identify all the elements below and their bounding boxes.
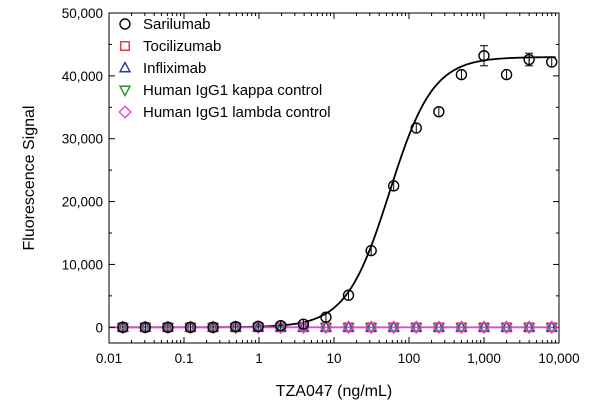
x-tick-label: 10	[326, 351, 341, 366]
infliximab-point	[387, 320, 400, 332]
human-igg1-kappa-control-point	[342, 322, 355, 335]
human-igg1-lambda-control-point	[432, 320, 446, 335]
human-igg1-lambda-control-point	[341, 320, 356, 335]
x-tick-label: 1,000	[467, 351, 501, 366]
human-igg1-kappa-control-point	[522, 322, 536, 335]
legend-label-human-igg1-lambda-control: Human IgG1 lambda control	[143, 104, 331, 121]
y-axis-title: Fluorescence Signal	[21, 106, 38, 251]
x-tick-label: 1	[255, 351, 263, 366]
infliximab-point	[500, 320, 513, 332]
legend-label-infliximab: Infliximab	[143, 60, 206, 77]
legend-marker-sarilumab	[119, 18, 131, 30]
y-tick-label: 10,000	[62, 257, 103, 272]
x-axis-title: TZA047 (ng/mL)	[276, 383, 392, 400]
legend-marker-infliximab	[118, 61, 132, 73]
human-igg1-lambda-control-point	[296, 320, 311, 335]
y-tick-label: 20,000	[62, 195, 103, 210]
y-tick-label: 30,000	[62, 132, 103, 147]
human-igg1-lambda-control-point	[522, 320, 536, 335]
infliximab-point	[297, 320, 310, 332]
human-igg1-kappa-control-point	[410, 322, 423, 335]
y-tick-label: 0	[95, 320, 103, 335]
legend-label-tocilizumab: Tocilizumab	[143, 38, 221, 55]
human-igg1-kappa-control-point	[477, 322, 491, 335]
infliximab-point	[342, 320, 355, 332]
infliximab-point	[364, 320, 378, 332]
human-igg1-kappa-control-point	[500, 322, 513, 335]
infliximab-point	[319, 320, 333, 332]
human-igg1-lambda-control-point	[251, 320, 265, 335]
human-igg1-lambda-control-point	[409, 320, 424, 335]
human-igg1-lambda-control-point	[364, 320, 378, 335]
legend-marker-human-igg1-kappa-control	[118, 85, 132, 97]
human-igg1-lambda-control-point	[206, 320, 220, 335]
legend-marker-tocilizumab	[120, 41, 130, 51]
x-axis-ticks: 0.01 0.1 1 10 100 1,000 10,000	[96, 13, 580, 366]
x-tick-label: 0.1	[175, 351, 194, 366]
human-igg1-lambda-control-point	[544, 320, 559, 335]
human-igg1-lambda-control-point	[183, 320, 198, 335]
human-igg1-kappa-control-point	[364, 322, 378, 335]
human-igg1-lambda-control-point	[386, 320, 401, 335]
legend-marker-human-igg1-lambda-control	[118, 105, 132, 119]
infliximab-point	[432, 320, 446, 332]
human-igg1-lambda-control-point	[319, 320, 333, 335]
y-tick-label: 40,000	[62, 69, 103, 84]
human-igg1-kappa-control-point	[455, 322, 468, 335]
human-igg1-kappa-control-point	[319, 322, 333, 335]
legend: Sarilumab Tocilizumab Infliximab Human IgG1…	[118, 16, 331, 121]
x-tick-label: 100	[398, 351, 421, 366]
infliximab-point	[545, 320, 558, 332]
legend-label-human-igg1-kappa-control: Human IgG1 kappa control	[143, 82, 322, 99]
human-igg1-kappa-control-point	[432, 322, 446, 335]
legend-label-sarilumab: Sarilumab	[143, 16, 211, 33]
infliximab-point	[522, 320, 536, 332]
data-points	[116, 45, 559, 335]
y-axis-ticks: 0 10,000 20,000 30,000 40,000 50,000	[62, 6, 559, 335]
plot-area	[108, 12, 560, 344]
y-tick-label: 50,000	[62, 6, 103, 21]
human-igg1-lambda-control-point	[274, 320, 288, 335]
human-igg1-lambda-control-point	[477, 320, 491, 335]
human-igg1-lambda-control-point	[116, 320, 130, 335]
human-igg1-kappa-control-point	[387, 322, 400, 335]
human-igg1-lambda-control-point	[161, 320, 175, 335]
x-tick-label: 10,000	[538, 351, 579, 366]
human-igg1-lambda-control-point	[138, 320, 153, 335]
infliximab-point	[477, 320, 491, 332]
infliximab-point	[455, 320, 468, 332]
x-tick-label: 0.01	[96, 351, 122, 366]
infliximab-point	[410, 320, 423, 332]
human-igg1-lambda-control-point	[454, 320, 469, 335]
human-igg1-kappa-control-point	[545, 322, 558, 335]
human-igg1-lambda-control-point	[499, 320, 514, 335]
human-igg1-lambda-control-point	[228, 320, 243, 335]
